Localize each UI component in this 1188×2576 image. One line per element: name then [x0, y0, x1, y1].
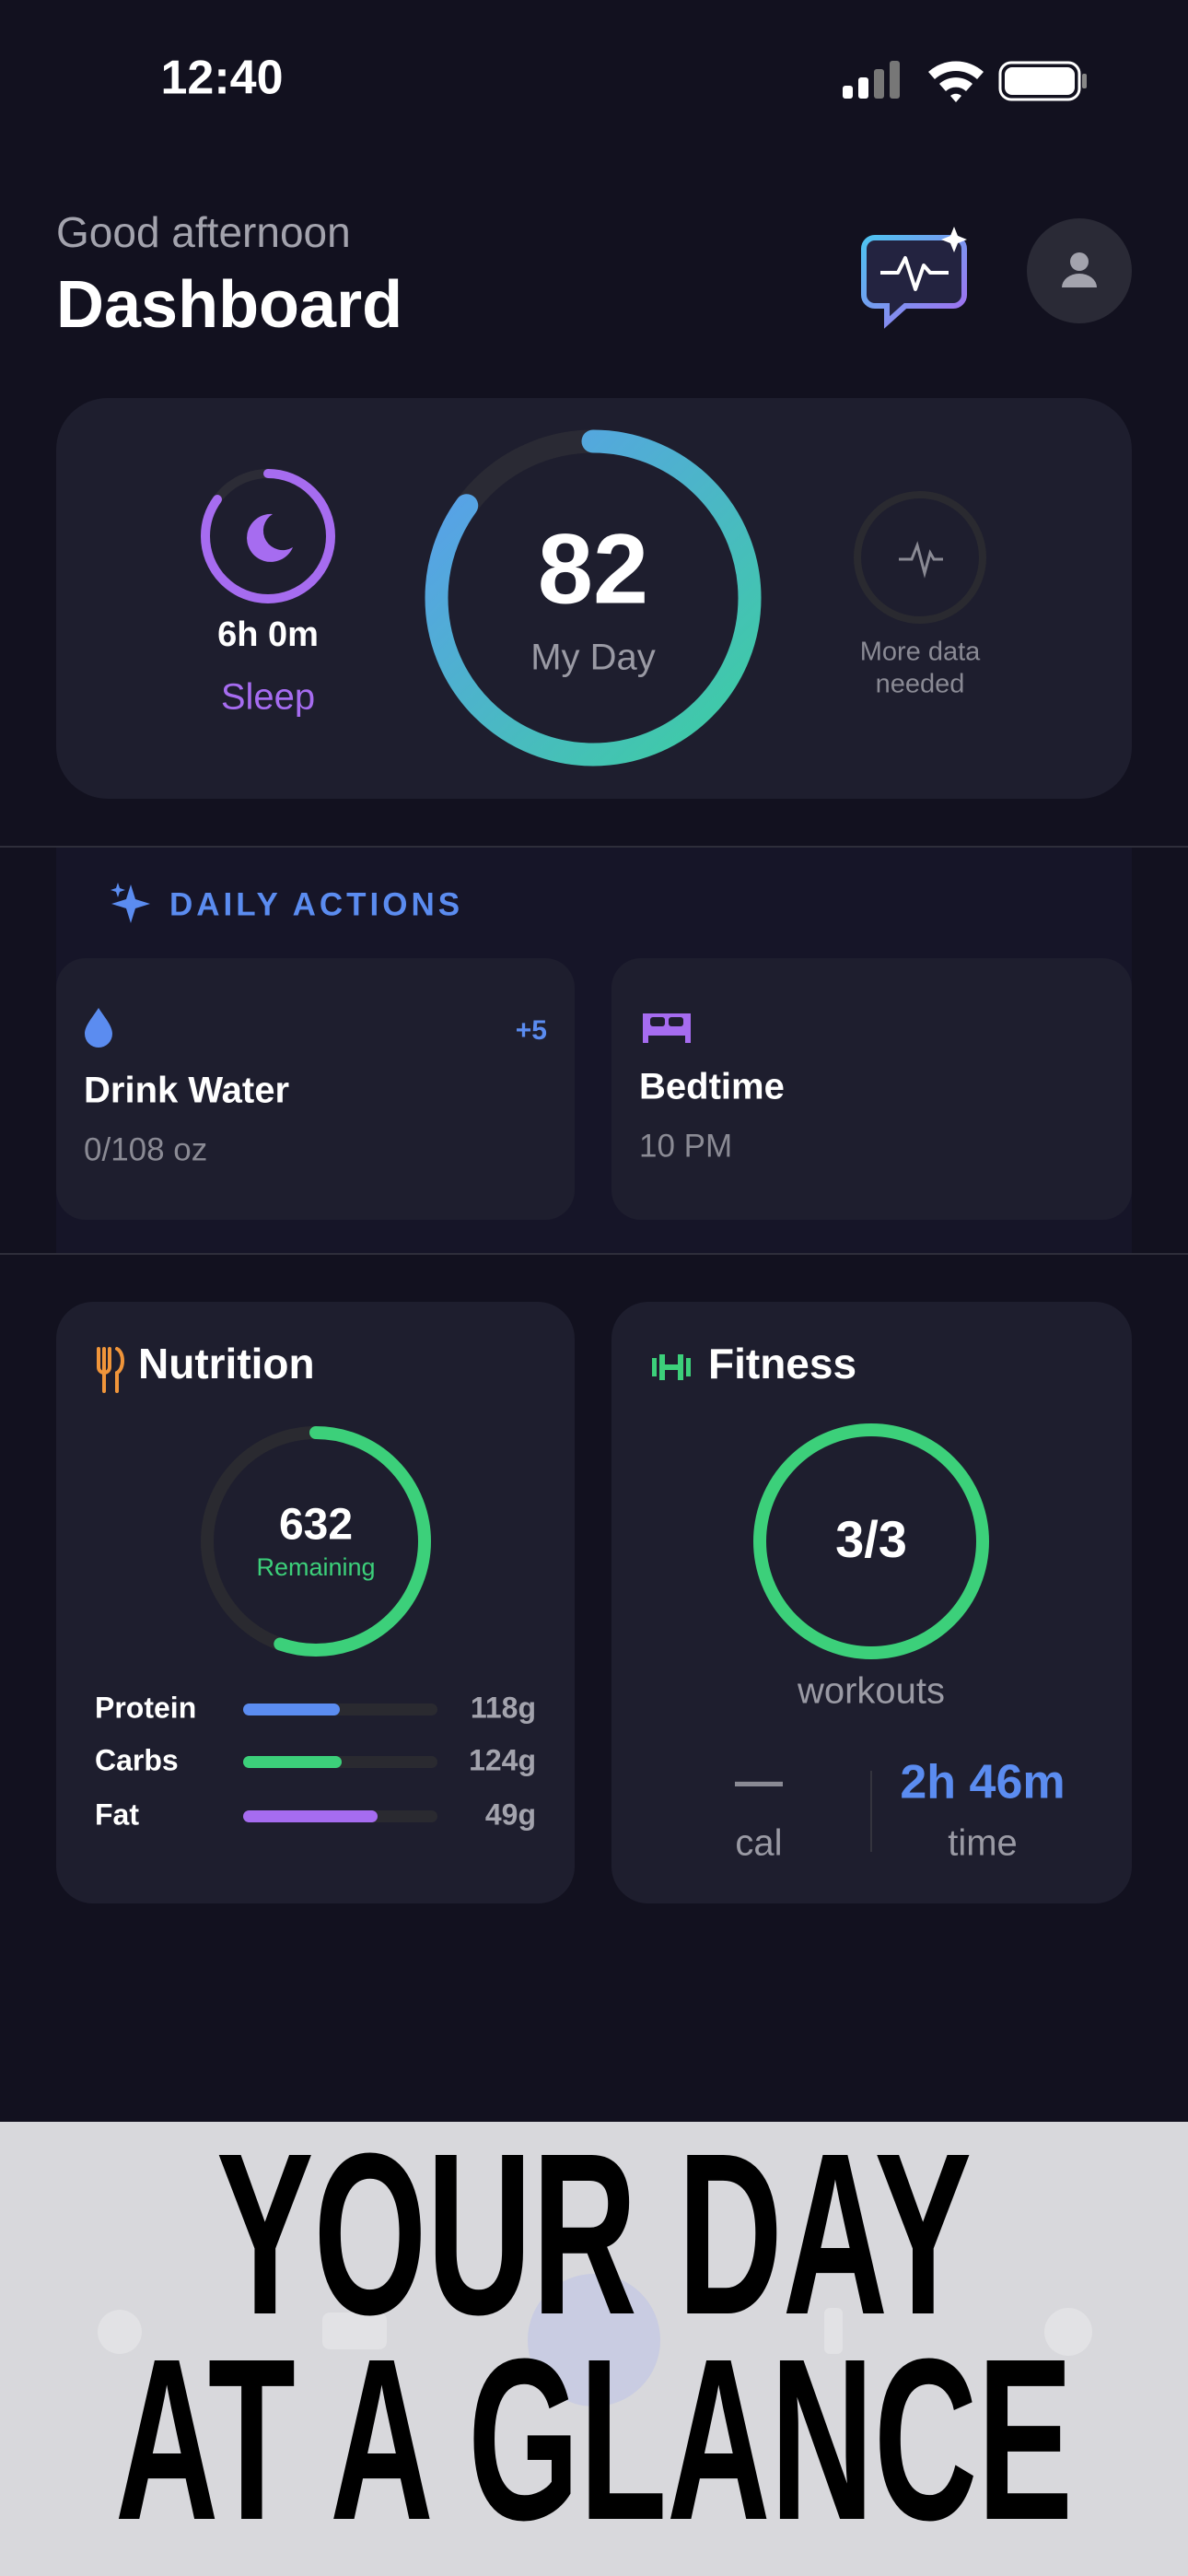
score-ring [425, 429, 762, 767]
fitness-card[interactable]: Fitness 3/3 workouts — cal 2h 46m time [611, 1302, 1132, 1903]
macro-bar [243, 1810, 378, 1822]
banner-line: YOUR DAY [216, 2105, 972, 2362]
tab-icon [1044, 2308, 1092, 2356]
tab-home [528, 2274, 660, 2406]
action-title: Drink Water [84, 1071, 289, 1111]
pulse-line [880, 256, 949, 291]
heartbeat-icon [899, 541, 943, 579]
macro-bar [243, 1756, 342, 1768]
wifi-icon [928, 61, 984, 102]
workout-label: workouts [797, 1671, 945, 1712]
bed-pillow [650, 1017, 665, 1026]
bed-pillow [669, 1017, 683, 1026]
card-bg [611, 1302, 1132, 1903]
workout-ring [753, 1423, 989, 1659]
macro-name: Fat [95, 1797, 139, 1831]
stat-value: — [735, 1755, 783, 1809]
card-title: Nutrition [138, 1340, 315, 1388]
action-detail: 10 PM [639, 1128, 732, 1164]
status-icons [843, 61, 1087, 102]
signal-bar [890, 61, 900, 99]
faded-tab-bar [98, 2274, 1092, 2406]
macro-name: Protein [95, 1691, 196, 1724]
stat-label: cal [735, 1823, 782, 1864]
dumbbell-icon [652, 1354, 691, 1380]
action-card[interactable]: Bedtime 10 PM [611, 958, 1132, 1220]
action-card[interactable]: +5 Drink Water 0/108 oz [56, 958, 575, 1220]
action-title: Bedtime [639, 1067, 785, 1107]
page-title: Dashboard [56, 268, 402, 342]
macro-name: Carbs [95, 1743, 179, 1776]
banner-bg [0, 2122, 1188, 2576]
card-title: Fitness [708, 1340, 856, 1388]
card-bg [56, 1302, 575, 1903]
battery-outline [998, 61, 1081, 101]
macro-bar [243, 1704, 340, 1715]
macro-amount: 118g [471, 1691, 536, 1724]
profile-button[interactable] [1027, 218, 1132, 323]
greeting: Good afternoon [56, 208, 351, 256]
score-value: 82 [538, 513, 648, 625]
drop-icon [85, 1008, 112, 1048]
signal-bar [843, 86, 853, 99]
assistant-button[interactable] [861, 227, 967, 329]
signal-bar [874, 69, 884, 99]
sleep-ring [201, 469, 335, 603]
status-time: 12:40 [161, 52, 284, 105]
moon-icon [247, 513, 293, 562]
tab-icon [824, 2308, 843, 2354]
stat-label: time [948, 1823, 1018, 1864]
action-badge: +5 [516, 1015, 547, 1046]
action-card-bg [56, 958, 575, 1220]
battery-level [1005, 67, 1075, 95]
sparkle [941, 227, 967, 252]
workout-value: 3/3 [835, 1510, 907, 1568]
sleep-value: 6h 0m [217, 615, 319, 654]
profile-head [1070, 252, 1089, 271]
calorie-ring [201, 1426, 431, 1657]
banner-line: AT A GLANCE [115, 2311, 1073, 2568]
stat-value: 2h 46m [900, 1756, 1065, 1809]
sparkle-icon [111, 883, 150, 923]
extra-label: needed [876, 670, 965, 699]
tab-icon [322, 2313, 387, 2349]
macro-amount: 49g [485, 1797, 536, 1831]
profile-body [1062, 274, 1097, 287]
remaining-value: 632 [279, 1501, 353, 1550]
remaining-label: Remaining [256, 1553, 375, 1581]
extra-ring [854, 491, 986, 624]
extra-label: More data [860, 638, 981, 667]
tab-icon [98, 2310, 142, 2354]
section-title: DAILY ACTIONS [169, 886, 463, 922]
score-label: My Day [530, 638, 656, 678]
summary-card [56, 398, 1132, 799]
battery-cap [1082, 74, 1087, 88]
action-detail: 0/108 oz [84, 1131, 207, 1167]
action-card-bg [611, 958, 1132, 1220]
fork-icon [97, 1347, 124, 1393]
signal-bar [858, 77, 868, 99]
macro-amount: 124g [469, 1743, 536, 1776]
nutrition-card[interactable]: Nutrition 632 Remaining Protein 118g Car… [56, 1302, 575, 1903]
sleep-label: Sleep [221, 677, 315, 718]
